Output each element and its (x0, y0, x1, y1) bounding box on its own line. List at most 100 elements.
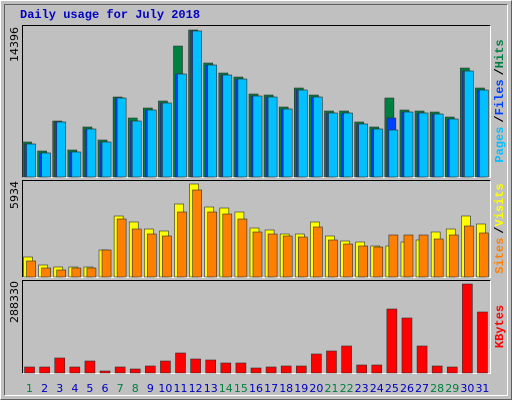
x-tick-label: 4 (71, 382, 78, 395)
bar (328, 112, 338, 178)
bar (265, 366, 277, 374)
bar (116, 97, 127, 178)
bar (39, 366, 50, 374)
bar (267, 96, 278, 178)
x-tick-label: 5 (86, 382, 93, 395)
bar (71, 267, 82, 278)
x-tick-label: 31 (475, 382, 489, 395)
y-tick-label: 288330 (8, 281, 21, 323)
plot-border-light (22, 25, 491, 178)
bar (267, 233, 278, 278)
bar (145, 365, 156, 374)
bar (343, 112, 353, 178)
bar (99, 370, 111, 374)
bar (297, 89, 308, 178)
bar (280, 365, 292, 374)
legend-separator: / (493, 115, 507, 122)
bar (41, 267, 51, 278)
inner-border-dark (4, 4, 508, 396)
x-tick-label: 7 (117, 382, 124, 395)
legend-entry: Files (493, 79, 507, 115)
bar (160, 360, 171, 374)
legend: Pages/Files/Hits (493, 39, 507, 162)
bar (222, 74, 233, 178)
bar (129, 368, 141, 374)
bar (388, 234, 399, 278)
bar (416, 345, 428, 374)
bar (69, 366, 81, 374)
x-tick-label: 30 (460, 382, 474, 395)
bar (343, 243, 353, 278)
bar (477, 311, 488, 374)
bar (235, 362, 247, 374)
legend-separator: / (493, 227, 507, 234)
bar (131, 120, 142, 178)
bar (403, 234, 414, 278)
bar (431, 365, 443, 374)
x-tick-label: 29 (445, 382, 459, 395)
bar (401, 317, 413, 374)
bar (162, 235, 172, 278)
x-tick-label: 24 (370, 382, 384, 395)
bar (446, 366, 458, 374)
bar (190, 358, 201, 374)
x-tick-label: 23 (355, 382, 369, 395)
x-tick-label: 11 (174, 382, 188, 395)
bar (177, 211, 187, 278)
bar (162, 102, 172, 178)
bar (207, 211, 218, 278)
plot-border-dark (22, 280, 491, 374)
legend-entry: Visits (493, 183, 507, 226)
bar (56, 121, 67, 178)
x-tick-label: 13 (204, 382, 218, 395)
x-tick-label: 25 (385, 382, 399, 395)
x-tick-label: 18 (279, 382, 293, 395)
plot-border-dark (22, 180, 491, 278)
x-tick-label: 27 (415, 382, 429, 395)
x-tick-label: 26 (400, 382, 414, 395)
bar (403, 111, 414, 178)
bar (418, 234, 429, 278)
x-tick-label: 20 (309, 382, 323, 395)
x-tick-label: 9 (147, 382, 154, 395)
legend: Sites /Visits (493, 183, 507, 273)
bar (433, 113, 444, 178)
x-tick-label: 3 (56, 382, 63, 395)
x-tick-label: 8 (132, 382, 139, 395)
bar (237, 78, 248, 178)
bar (462, 283, 473, 374)
bar (114, 366, 126, 374)
x-tick-label: 16 (249, 382, 263, 395)
bar (373, 128, 384, 178)
chart-title: Daily usage for July 2018 (20, 8, 200, 22)
x-tick-label: 22 (340, 382, 354, 395)
bar (313, 226, 323, 278)
legend: KBytes (493, 305, 507, 348)
plot-border-light (22, 180, 491, 278)
bar (464, 70, 474, 178)
bar (297, 236, 308, 278)
bar (86, 128, 97, 178)
bar (282, 235, 293, 278)
bar (433, 238, 444, 278)
bar (26, 143, 36, 178)
bar (311, 353, 322, 374)
bar (448, 118, 459, 178)
bar (418, 112, 429, 178)
x-tick-label: 21 (324, 382, 338, 395)
bar (358, 245, 368, 278)
x-tick-label: 12 (189, 382, 203, 395)
bar (356, 364, 367, 374)
bar (192, 189, 202, 278)
x-tick-label: 19 (294, 382, 308, 395)
bar (116, 218, 127, 278)
bar (252, 95, 263, 178)
bar (373, 246, 384, 278)
bar (177, 73, 187, 178)
legend-entry: Pages (493, 127, 507, 163)
bar (250, 367, 262, 374)
bar (84, 360, 96, 374)
plot-border-light (22, 280, 491, 374)
y-tick-label: 14396 (8, 27, 21, 62)
